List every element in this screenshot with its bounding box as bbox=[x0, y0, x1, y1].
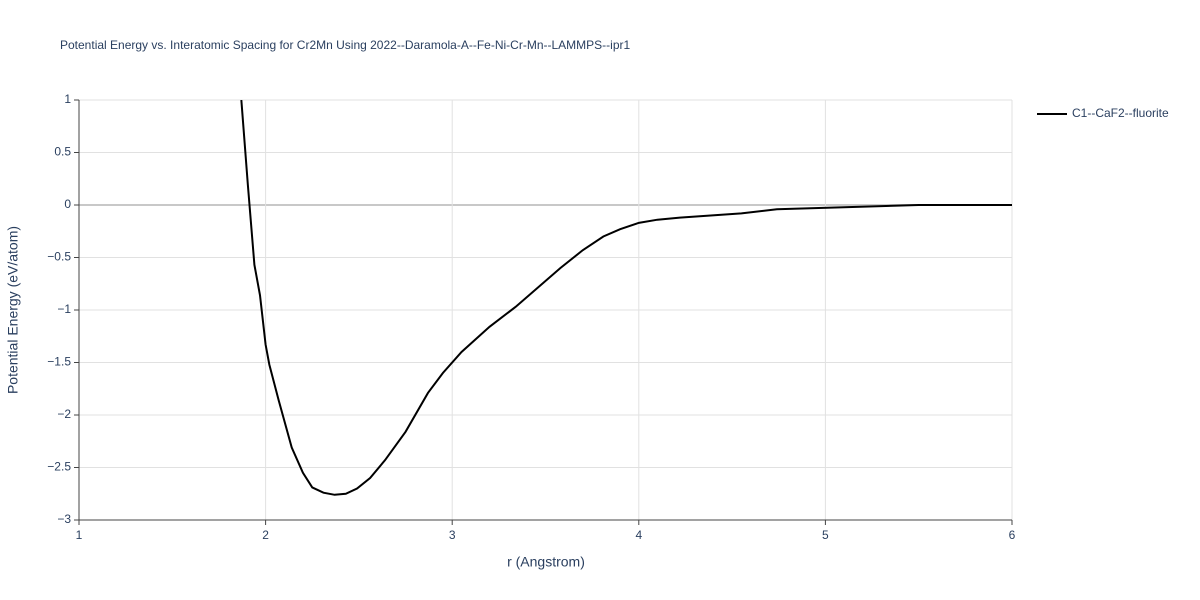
x-tick-label: 2 bbox=[262, 528, 269, 542]
y-tick-label: −3 bbox=[57, 512, 71, 526]
x-tick-label: 6 bbox=[1009, 528, 1016, 542]
series-line bbox=[240, 100, 1012, 496]
y-tick-label: −1.5 bbox=[47, 355, 71, 369]
y-tick-label: −1 bbox=[57, 302, 71, 316]
y-tick-label: 0 bbox=[64, 197, 71, 211]
y-tick-label: 0.5 bbox=[54, 145, 71, 159]
y-tick-label: −0.5 bbox=[47, 250, 71, 264]
y-tick-label: −2 bbox=[57, 407, 71, 421]
x-tick-label: 4 bbox=[635, 528, 642, 542]
x-tick-label: 5 bbox=[822, 528, 829, 542]
y-tick-label: −2.5 bbox=[47, 460, 71, 474]
x-tick-label: 3 bbox=[449, 528, 456, 542]
chart-title: Potential Energy vs. Interatomic Spacing… bbox=[60, 38, 630, 52]
x-tick-label: 1 bbox=[76, 528, 83, 542]
legend-label: C1--CaF2--fluorite bbox=[1072, 106, 1169, 120]
y-tick-label: 1 bbox=[64, 92, 71, 106]
y-axis-label: Potential Energy (eV/atom) bbox=[5, 226, 21, 394]
x-axis-label: r (Angstrom) bbox=[507, 554, 585, 570]
